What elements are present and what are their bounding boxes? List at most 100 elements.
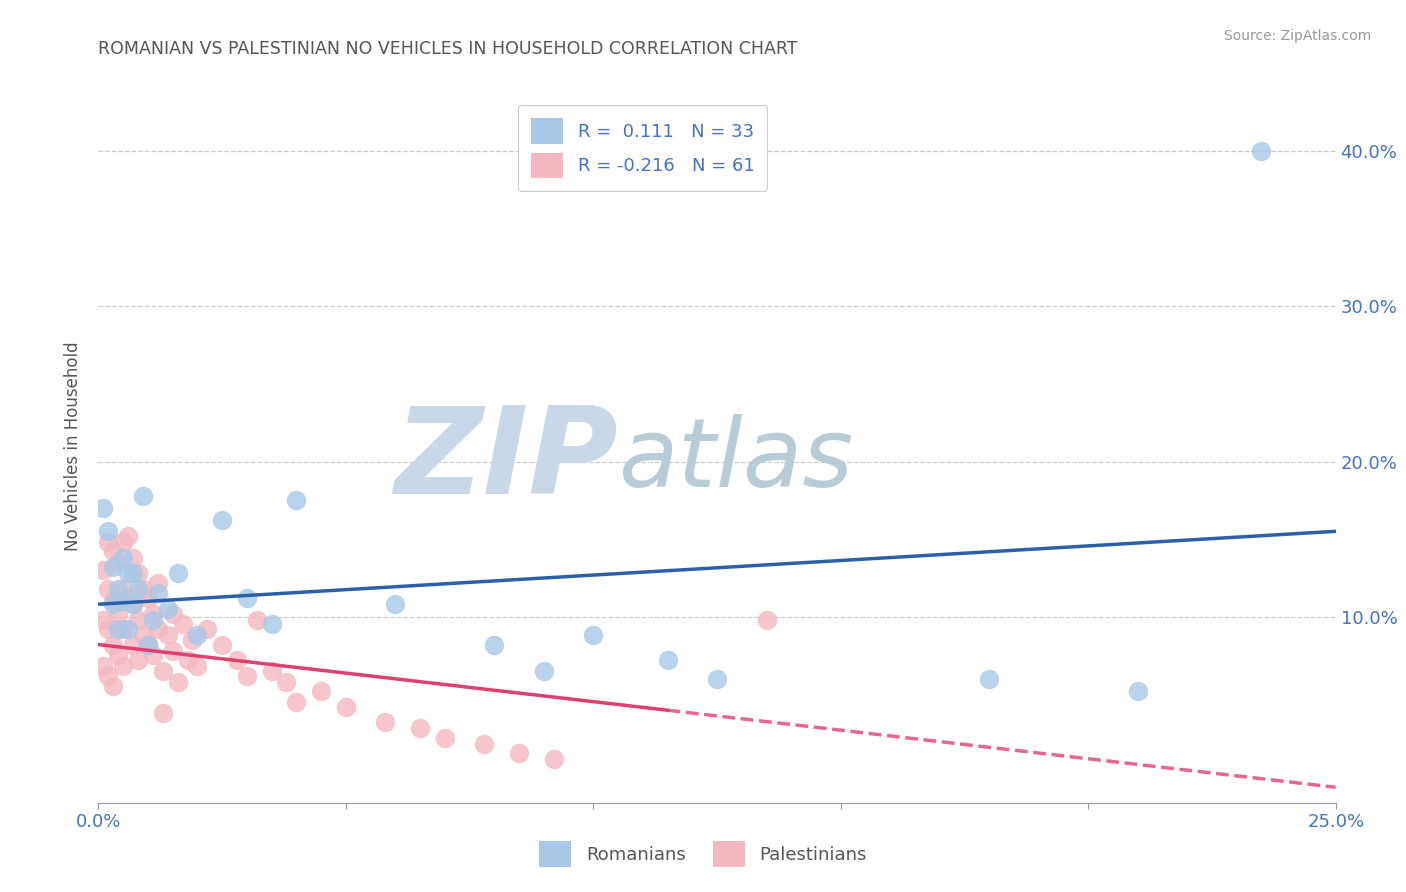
Point	[166, 566, 188, 581]
Point	[117, 529, 139, 543]
Point	[112, 594, 135, 608]
Point	[474, 737, 496, 751]
Point	[162, 607, 184, 621]
Point	[103, 638, 125, 652]
Point	[309, 684, 332, 698]
Point	[543, 752, 565, 766]
Point	[103, 560, 125, 574]
Point	[211, 638, 233, 652]
Point	[112, 550, 135, 565]
Point	[533, 664, 555, 678]
Point	[97, 668, 120, 682]
Point	[246, 613, 269, 627]
Point	[97, 535, 120, 549]
Point	[122, 597, 145, 611]
Point	[122, 550, 145, 565]
Point	[152, 706, 174, 720]
Point	[226, 653, 249, 667]
Point	[107, 555, 129, 569]
Point	[374, 715, 396, 730]
Point	[103, 597, 125, 611]
Point	[93, 563, 115, 577]
Point	[236, 591, 259, 605]
Point	[181, 632, 204, 647]
Point	[260, 617, 283, 632]
Point	[136, 638, 159, 652]
Point	[335, 699, 357, 714]
Y-axis label: No Vehicles in Household: No Vehicles in Household	[65, 341, 83, 551]
Point	[142, 607, 165, 621]
Point	[172, 617, 194, 632]
Point	[132, 489, 155, 503]
Text: ROMANIAN VS PALESTINIAN NO VEHICLES IN HOUSEHOLD CORRELATION CHART: ROMANIAN VS PALESTINIAN NO VEHICLES IN H…	[98, 40, 799, 58]
Point	[755, 613, 778, 627]
Point	[195, 622, 218, 636]
Point	[117, 591, 139, 605]
Point	[508, 746, 530, 760]
Point	[1250, 145, 1272, 159]
Point	[260, 664, 283, 678]
Point	[132, 582, 155, 596]
Point	[122, 566, 145, 581]
Point	[142, 613, 165, 627]
Point	[979, 672, 1001, 686]
Point	[107, 607, 129, 621]
Point	[122, 638, 145, 652]
Point	[186, 659, 208, 673]
Point	[1126, 684, 1149, 698]
Legend: R =  0.111   N = 33, R = -0.216   N = 61: R = 0.111 N = 33, R = -0.216 N = 61	[519, 105, 768, 191]
Point	[112, 582, 135, 596]
Text: ZIP: ZIP	[394, 401, 619, 519]
Point	[156, 628, 179, 642]
Point	[484, 638, 506, 652]
Point	[136, 638, 159, 652]
Point	[107, 622, 129, 636]
Point	[122, 597, 145, 611]
Point	[132, 628, 155, 642]
Point	[706, 672, 728, 686]
Point	[97, 524, 120, 539]
Point	[166, 674, 188, 689]
Point	[103, 544, 125, 558]
Point	[112, 535, 135, 549]
Point	[384, 597, 406, 611]
Point	[146, 575, 169, 590]
Point	[176, 653, 198, 667]
Point	[285, 695, 308, 709]
Point	[146, 622, 169, 636]
Point	[211, 513, 233, 527]
Point	[93, 613, 115, 627]
Point	[93, 501, 115, 516]
Point	[127, 613, 149, 627]
Point	[156, 602, 179, 616]
Point	[127, 566, 149, 581]
Point	[117, 566, 139, 581]
Point	[409, 722, 432, 736]
Point	[112, 659, 135, 673]
Point	[433, 731, 456, 745]
Point	[117, 622, 139, 636]
Point	[146, 586, 169, 600]
Point	[186, 628, 208, 642]
Point	[657, 653, 679, 667]
Point	[582, 628, 605, 642]
Point	[112, 622, 135, 636]
Legend: Romanians, Palestinians: Romanians, Palestinians	[531, 834, 875, 874]
Point	[97, 582, 120, 596]
Point	[136, 591, 159, 605]
Point	[142, 648, 165, 663]
Point	[103, 594, 125, 608]
Point	[97, 622, 120, 636]
Point	[276, 674, 298, 689]
Point	[162, 644, 184, 658]
Point	[93, 659, 115, 673]
Point	[127, 582, 149, 596]
Point	[127, 653, 149, 667]
Point	[107, 582, 129, 596]
Text: atlas: atlas	[619, 414, 853, 507]
Point	[236, 668, 259, 682]
Point	[152, 664, 174, 678]
Point	[103, 680, 125, 694]
Text: Source: ZipAtlas.com: Source: ZipAtlas.com	[1223, 29, 1371, 43]
Point	[107, 648, 129, 663]
